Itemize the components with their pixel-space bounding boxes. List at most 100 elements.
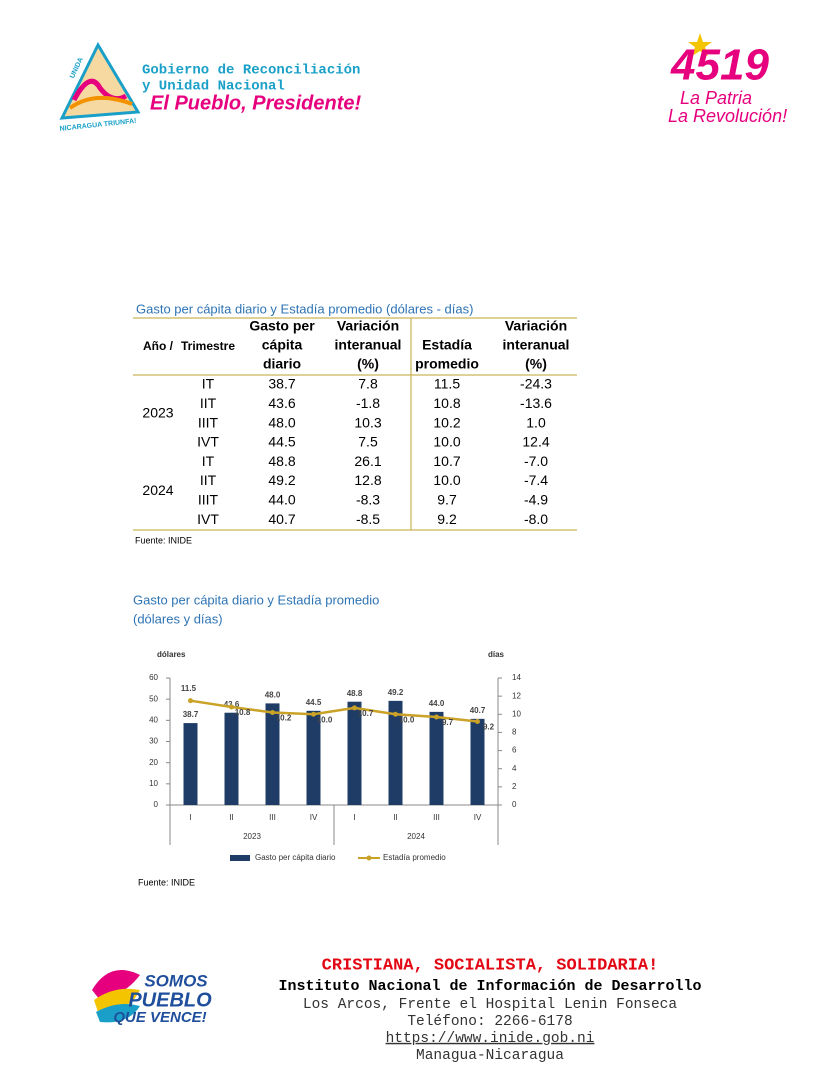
group-label: 2024	[407, 832, 425, 841]
year: 2023	[142, 405, 173, 421]
line-marker	[475, 719, 480, 725]
bar-value-label: 49.2	[388, 688, 404, 697]
cell: 10.0	[433, 434, 460, 450]
line-value-label: 10.8	[235, 708, 251, 717]
chart-subtitle: (dólares y días)	[133, 611, 223, 626]
y2-tick-label: 0	[512, 800, 517, 809]
bar-value-label: 48.8	[347, 689, 363, 698]
cell: -1.8	[356, 395, 380, 411]
y-tick-label: 10	[149, 779, 158, 788]
bar-value-label: 44.5	[306, 698, 322, 707]
cell: -4.9	[524, 492, 548, 508]
column-header: diario	[263, 356, 301, 372]
column-header: Estadía	[422, 337, 472, 353]
x-tick-label: II	[393, 813, 397, 822]
y-tick-label: 60	[149, 673, 158, 682]
cell: -7.0	[524, 453, 548, 469]
x-tick-label: III	[269, 813, 276, 822]
column-header: Gasto per	[249, 318, 315, 334]
table-title: Gasto per cápita diario y Estadía promed…	[136, 301, 473, 316]
cell: 7.8	[358, 376, 378, 392]
logo-text: SOMOS	[144, 971, 208, 990]
y2-axis-label: días	[488, 650, 505, 659]
cell: 10.2	[433, 414, 460, 430]
cell: 1.0	[526, 414, 546, 430]
cell: -7.4	[524, 472, 548, 488]
cell: -8.5	[356, 511, 380, 527]
x-tick-label: I	[189, 813, 191, 822]
year: 2024	[142, 482, 173, 498]
y-tick-label: 0	[154, 800, 159, 809]
column-header: interanual	[503, 337, 570, 353]
bar	[183, 723, 198, 805]
cell: 43.6	[268, 395, 295, 411]
y2-tick-label: 8	[512, 728, 517, 737]
cell: 44.0	[268, 492, 295, 508]
y2-tick-label: 10	[512, 709, 521, 718]
institute: Instituto Nacional de Información de Des…	[278, 978, 701, 995]
y2-tick-label: 12	[512, 691, 521, 700]
bar	[306, 710, 321, 805]
y-tick-label: 30	[149, 737, 158, 746]
line-value-label: 10.7	[358, 709, 374, 718]
y-tick-label: 20	[149, 758, 158, 767]
cell: 9.2	[437, 511, 457, 527]
table: Año / Trimestre Gasto per cápita diario Varia…	[133, 317, 577, 531]
column-header: cápita	[262, 337, 303, 353]
cell: -13.6	[520, 395, 552, 411]
logo-text: NICARAGUA TRIUNFA!	[59, 118, 136, 133]
bar-value-label: 40.7	[470, 706, 486, 715]
slogan: El Pueblo, Presidente!	[150, 92, 362, 114]
source: Fuente: INIDE	[135, 535, 192, 545]
cell: 10.7	[433, 453, 460, 469]
x-tick-label: IV	[474, 813, 482, 822]
chart-title: Gasto per cápita diario y Estadía promed…	[133, 592, 379, 607]
line-marker	[393, 711, 398, 717]
y2-tick-label: 4	[512, 764, 517, 773]
chart: dólares días 0 10 20 30 40 50 60 0 2 4 6 8 10 12 14 2023 2…	[149, 650, 521, 862]
cell: 26.1	[354, 453, 381, 469]
line-marker	[188, 698, 193, 704]
cell: 44.5	[268, 434, 295, 450]
website-link[interactable]: https://www.inide.gob.ni	[386, 1031, 595, 1047]
cell: 12.8	[354, 472, 381, 488]
line-value-label: 10.0	[317, 715, 333, 724]
cell: IT	[202, 376, 215, 392]
line-marker	[352, 705, 357, 711]
footer-logo	[92, 970, 140, 1023]
cell: IVT	[197, 511, 219, 527]
cell: 11.5	[434, 376, 460, 392]
line-marker	[434, 714, 439, 720]
cell: 7.5	[358, 434, 378, 450]
line-marker	[311, 711, 316, 717]
cell: 40.7	[268, 511, 295, 527]
y2-tick-label: 14	[512, 673, 521, 682]
logo-text: PUEBLO	[128, 989, 212, 1011]
cell: 10.8	[433, 395, 460, 411]
line-value-label: 9.2	[483, 723, 495, 732]
legend-label: Gasto per cápita diario	[255, 853, 336, 862]
column-header: promedio	[415, 356, 479, 372]
line-marker	[229, 704, 234, 710]
x-tick-label: I	[353, 813, 355, 822]
phone: Teléfono: 2266-6178	[407, 1014, 572, 1030]
cell: 49.2	[268, 472, 295, 488]
column-header: (%)	[525, 356, 547, 372]
cell: IIT	[200, 472, 217, 488]
x-tick-label: III	[433, 813, 440, 822]
x-tick-label: II	[229, 813, 233, 822]
legend-swatch	[366, 855, 372, 861]
bar	[347, 701, 362, 805]
logo-text: La Patria	[680, 88, 752, 108]
address: Los Arcos, Frente el Hospital Lenin Fons…	[303, 997, 677, 1013]
cell: 10.0	[433, 472, 460, 488]
cell: IVT	[197, 434, 219, 450]
y2-tick-label: 2	[512, 782, 517, 791]
left-logo: UNIDA NICARAGUA TRIUNFA!	[59, 41, 141, 133]
city: Managua-Nicaragua	[416, 1048, 564, 1064]
bar-value-label: 38.7	[183, 710, 199, 719]
bar	[470, 718, 485, 805]
cell: 9.7	[437, 492, 457, 508]
line-value-label: 10.0	[399, 715, 415, 724]
bar	[224, 712, 239, 805]
